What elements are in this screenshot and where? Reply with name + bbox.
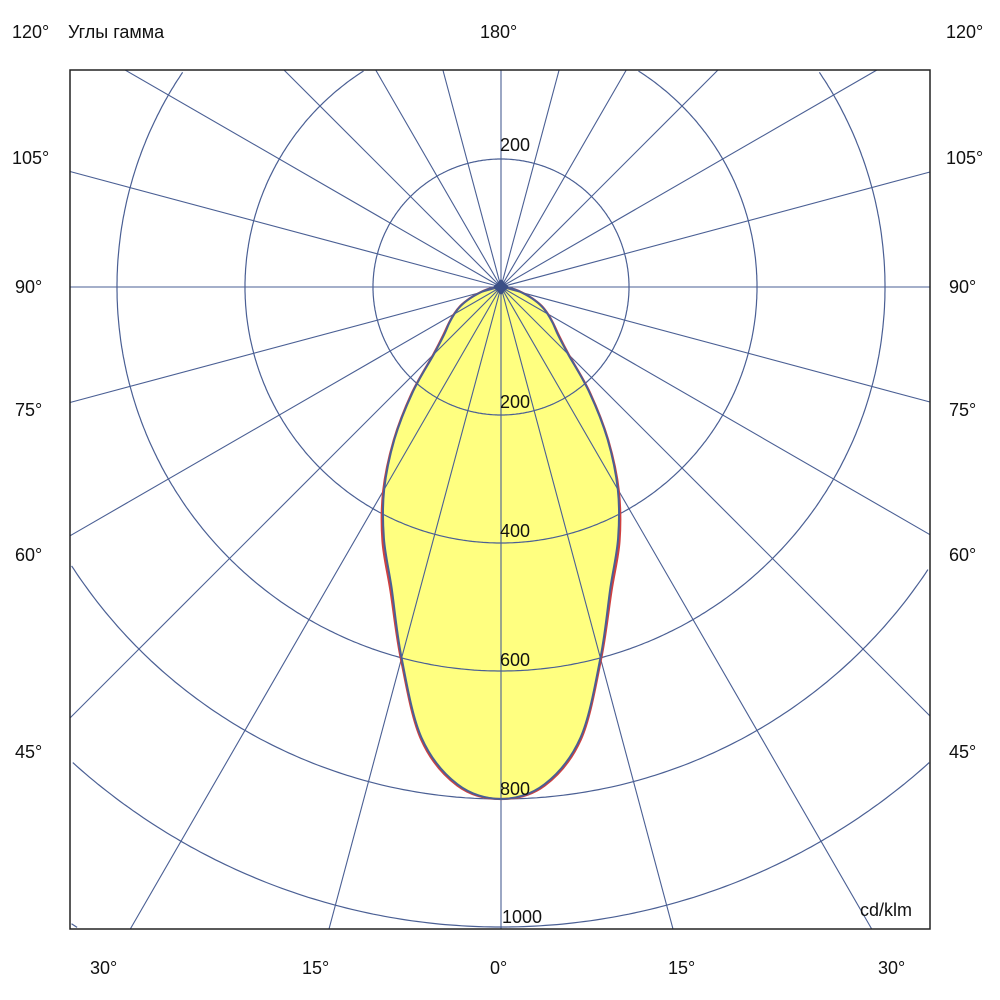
ring-label: 1000 <box>502 907 542 927</box>
ring-label: 200 <box>500 392 530 412</box>
grid-radial-line <box>500 69 719 288</box>
grid-radial-line <box>129 286 502 930</box>
grid-radial-line <box>500 171 931 288</box>
ring-label: 800 <box>500 779 530 799</box>
grid-radial-line <box>375 69 502 288</box>
grid-radial-line <box>500 286 931 536</box>
unit-label: cd/klm <box>860 900 912 920</box>
grid-ring <box>72 762 930 928</box>
right-angle-label: 45° <box>949 742 976 762</box>
polar-grid <box>69 69 931 930</box>
grid-radial-line <box>500 69 560 288</box>
top-angle-label: 180° <box>480 22 517 42</box>
bottom-angle-label: 30° <box>90 958 117 978</box>
grid-radial-line <box>500 286 931 717</box>
right-angle-label: 90° <box>949 277 976 297</box>
ring-label: 400 <box>500 521 530 541</box>
ring-label: 600 <box>500 650 530 670</box>
ring-label: 200 <box>500 135 530 155</box>
bottom-angle-label: 30° <box>878 958 905 978</box>
bottom-angle-label: 15° <box>668 958 695 978</box>
grid-radial-line <box>283 69 502 288</box>
grid-radial-line <box>500 286 674 930</box>
left-angle-label: 90° <box>15 277 42 297</box>
left-angle-label: 120° <box>12 22 49 42</box>
grid-radial-line <box>500 69 627 288</box>
grid-radial-line <box>500 286 931 403</box>
grid-radial-line <box>442 69 502 288</box>
right-angle-label: 105° <box>946 148 983 168</box>
right-angle-label: 120° <box>946 22 983 42</box>
grid-ring <box>71 565 929 800</box>
grid-radial-line <box>69 286 502 537</box>
bottom-angle-label: 0° <box>490 958 507 978</box>
left-angle-label: 60° <box>15 545 42 565</box>
center-marker <box>493 279 509 295</box>
grid-ring <box>116 71 886 672</box>
left-angle-label: 45° <box>15 742 42 762</box>
grid-radial-line <box>124 69 502 288</box>
grid-ring <box>244 70 758 544</box>
grid-radial-line <box>69 286 502 719</box>
grid-radial-line <box>500 286 873 930</box>
chart-frame <box>69 69 931 930</box>
plot-area <box>69 69 931 930</box>
grid-ring <box>71 923 78 928</box>
right-angle-label: 75° <box>949 400 976 420</box>
grid-radial-line <box>328 286 502 930</box>
left-angle-label: 75° <box>15 400 42 420</box>
chart-title: Углы гамма <box>68 22 165 42</box>
intensity-curve-blue <box>381 285 621 801</box>
right-angle-label: 60° <box>949 545 976 565</box>
grid-radial-line <box>69 170 502 288</box>
grid-radial-line <box>69 286 502 404</box>
bottom-angle-label: 15° <box>302 958 329 978</box>
left-angle-label: 105° <box>12 148 49 168</box>
grid-radial-line <box>500 69 878 288</box>
